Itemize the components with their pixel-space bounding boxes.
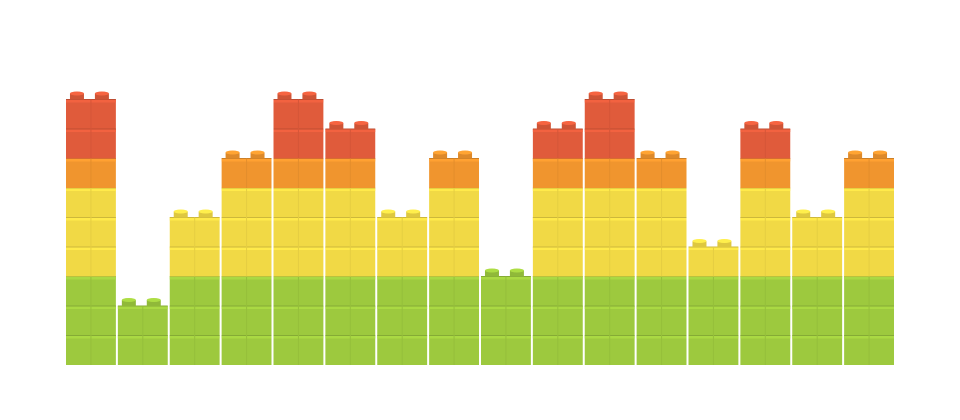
stud-top — [146, 298, 161, 302]
stud — [146, 300, 161, 306]
stud — [640, 152, 655, 159]
stud-top — [198, 209, 213, 214]
stud — [173, 211, 188, 218]
stud — [302, 93, 317, 100]
stud-top — [354, 121, 369, 125]
stud — [796, 211, 811, 218]
stud — [561, 123, 576, 129]
stud — [121, 300, 136, 306]
stud-top — [484, 268, 499, 273]
stud — [329, 123, 344, 129]
stud-top — [561, 121, 576, 125]
stud — [69, 93, 84, 100]
stud-top — [588, 91, 603, 96]
stud — [717, 241, 732, 247]
stud — [744, 123, 759, 129]
stud — [458, 152, 473, 159]
stud — [613, 93, 628, 100]
stud-top — [613, 91, 628, 96]
stud — [665, 152, 680, 159]
stud-top — [692, 239, 707, 243]
stud — [94, 93, 109, 100]
stud — [354, 123, 369, 129]
stud — [225, 152, 240, 159]
stud-top — [796, 209, 811, 214]
stud-top — [433, 150, 448, 155]
stud-top — [744, 121, 759, 125]
stud — [277, 93, 292, 100]
stud — [873, 152, 888, 159]
stud — [509, 270, 524, 277]
stud-top — [381, 209, 396, 214]
stud-top — [640, 150, 655, 155]
stud-top — [69, 91, 84, 96]
stud-top — [536, 121, 551, 125]
stud-top — [873, 150, 888, 155]
stud-top — [458, 150, 473, 155]
stud-top — [717, 239, 732, 243]
stud — [769, 123, 784, 129]
stud-top — [225, 150, 240, 155]
stud-top — [302, 91, 317, 96]
stud — [848, 152, 863, 159]
stud-top — [406, 209, 421, 214]
stud — [381, 211, 396, 218]
stud — [406, 211, 421, 218]
stud-top — [665, 150, 680, 155]
stud — [484, 270, 499, 277]
stud-top — [769, 121, 784, 125]
stud-top — [821, 209, 836, 214]
stud — [588, 93, 603, 100]
stud — [536, 123, 551, 129]
stud-top — [329, 121, 344, 125]
stud-top — [848, 150, 863, 155]
stud — [692, 241, 707, 247]
stud-top — [94, 91, 109, 96]
stud-top — [121, 298, 136, 302]
stud-top — [277, 91, 292, 96]
stud-top — [250, 150, 265, 155]
stud — [198, 211, 213, 218]
stud-top — [173, 209, 188, 214]
stud — [250, 152, 265, 159]
stud-top — [509, 268, 524, 273]
stud — [821, 211, 836, 218]
stud — [433, 152, 448, 159]
